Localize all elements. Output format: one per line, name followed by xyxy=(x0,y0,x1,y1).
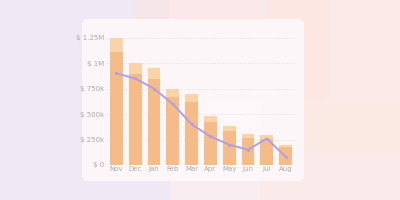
Bar xyxy=(166,89,179,165)
Bar xyxy=(129,63,142,165)
Bar xyxy=(129,63,142,74)
Bar xyxy=(204,116,217,165)
Bar xyxy=(279,145,292,147)
Bar xyxy=(185,94,198,165)
Bar xyxy=(110,38,123,165)
Bar xyxy=(260,135,273,165)
Bar xyxy=(204,116,217,122)
FancyBboxPatch shape xyxy=(82,19,304,181)
Bar xyxy=(110,38,123,52)
Bar xyxy=(260,135,273,139)
Bar xyxy=(242,134,254,138)
Bar xyxy=(185,94,198,102)
FancyBboxPatch shape xyxy=(260,105,400,200)
FancyBboxPatch shape xyxy=(268,0,400,152)
Bar xyxy=(279,145,292,165)
Bar xyxy=(223,126,236,165)
FancyBboxPatch shape xyxy=(0,0,170,200)
FancyBboxPatch shape xyxy=(135,0,330,100)
Bar xyxy=(148,68,160,165)
Bar xyxy=(223,126,236,131)
Bar xyxy=(166,89,179,97)
Bar xyxy=(242,134,254,165)
Bar xyxy=(148,68,160,79)
